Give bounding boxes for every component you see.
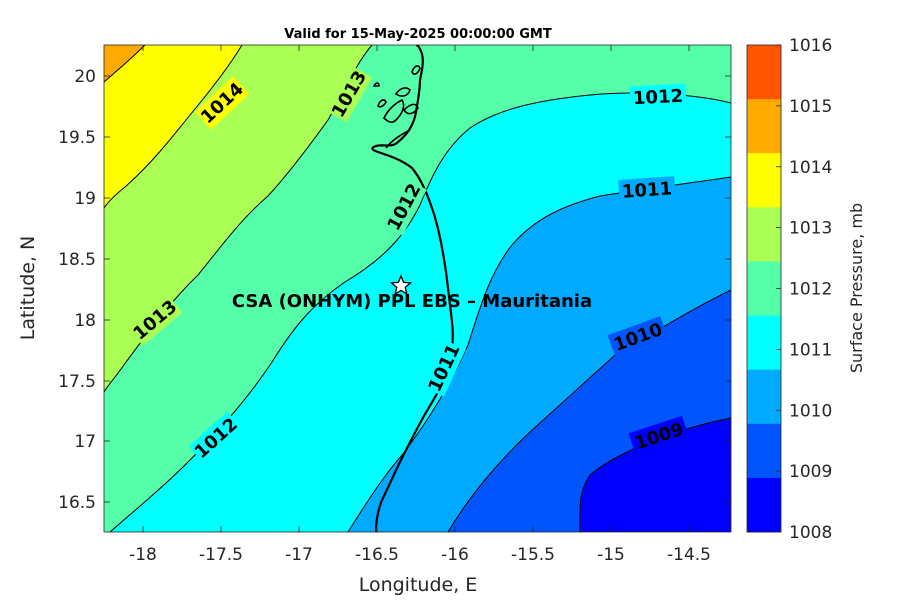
y-tick-label: 18 [74, 311, 96, 331]
colorbar-label: Surface Pressure, mb [847, 203, 866, 373]
colorbar-tick-label: 1008 [789, 523, 832, 543]
isobar-1014 [104, 45, 243, 209]
x-tick-label: -16.5 [355, 545, 399, 565]
x-tick-label: -17.5 [199, 545, 243, 565]
y-axis [104, 75, 731, 503]
colorbar-tick-label: 1016 [789, 36, 832, 56]
x-tick-label: -18 [129, 545, 157, 565]
x-tick-labels: -18 -17.5 -17 -16.5 -16 -15.5 -15 -14.5 [129, 545, 711, 565]
colorbar-tick-label: 1009 [789, 462, 832, 482]
colorbar [747, 45, 781, 533]
isobar-1009 [579, 417, 731, 532]
x-tick-label: -16 [441, 545, 469, 565]
colorbar-segment [747, 45, 781, 100]
x-tick-label: -17 [285, 545, 313, 565]
contour-label-1011-right: 1011 [621, 178, 672, 202]
colorbar-segment [747, 207, 781, 262]
colorbar-segment [747, 261, 781, 317]
colorbar-tick-label: 1010 [789, 401, 832, 421]
y-tick-label: 17 [74, 432, 96, 452]
colorbar-tick-label: 1011 [789, 340, 832, 360]
y-tick-label: 18.5 [58, 250, 96, 270]
colorbar-segment [747, 477, 781, 533]
y-tick-label: 19 [74, 189, 96, 209]
colorbar-tick-label: 1012 [789, 280, 832, 300]
x-tick-label: -15.5 [511, 545, 555, 565]
x-axis [142, 45, 690, 532]
colorbar-segment [747, 99, 781, 154]
site-star-icon [389, 274, 413, 296]
map-title: Valid for 15-May-2025 00:00:00 GMT [284, 27, 552, 42]
colorbar-segment [747, 423, 781, 479]
colorbar-tick-label: 1013 [789, 219, 832, 239]
y-tick-label: 19.5 [58, 128, 96, 148]
colorbar-segment [747, 315, 781, 371]
x-tick-label: -14.5 [667, 545, 711, 565]
site-label: CSA (ONHYM) PPL EBS – Mauritania [232, 291, 592, 312]
y-tick-label: 20 [74, 67, 96, 87]
isobar-1015 [104, 45, 146, 83]
y-tick-label: 17.5 [58, 372, 96, 392]
colorbar-segment [747, 369, 781, 425]
isobar-1010 [447, 289, 731, 532]
colorbar-tick-labels: 1016 1015 1014 1013 1012 1011 1010 1009 1008 [776, 36, 832, 543]
band-1008-1009 [579, 418, 731, 532]
y-axis-label: Latitude, N [17, 236, 39, 341]
band-1014-1015 [104, 45, 242, 208]
colorbar-tick-label: 1014 [789, 158, 832, 178]
colorbar-segment [747, 153, 781, 208]
coastal-islands [372, 65, 421, 149]
pressure-field [104, 45, 731, 532]
plot-frame [103, 44, 732, 533]
contour-label-1012-top: 1012 [632, 86, 683, 110]
y-tick-labels: 20 19.5 19 18.5 18 17.5 17 16.5 [58, 67, 96, 513]
x-tick-label: -15 [597, 545, 625, 565]
colorbar-tick-label: 1015 [789, 97, 832, 117]
x-axis-label: Longitude, E [359, 574, 478, 596]
y-tick-label: 16.5 [58, 493, 96, 513]
